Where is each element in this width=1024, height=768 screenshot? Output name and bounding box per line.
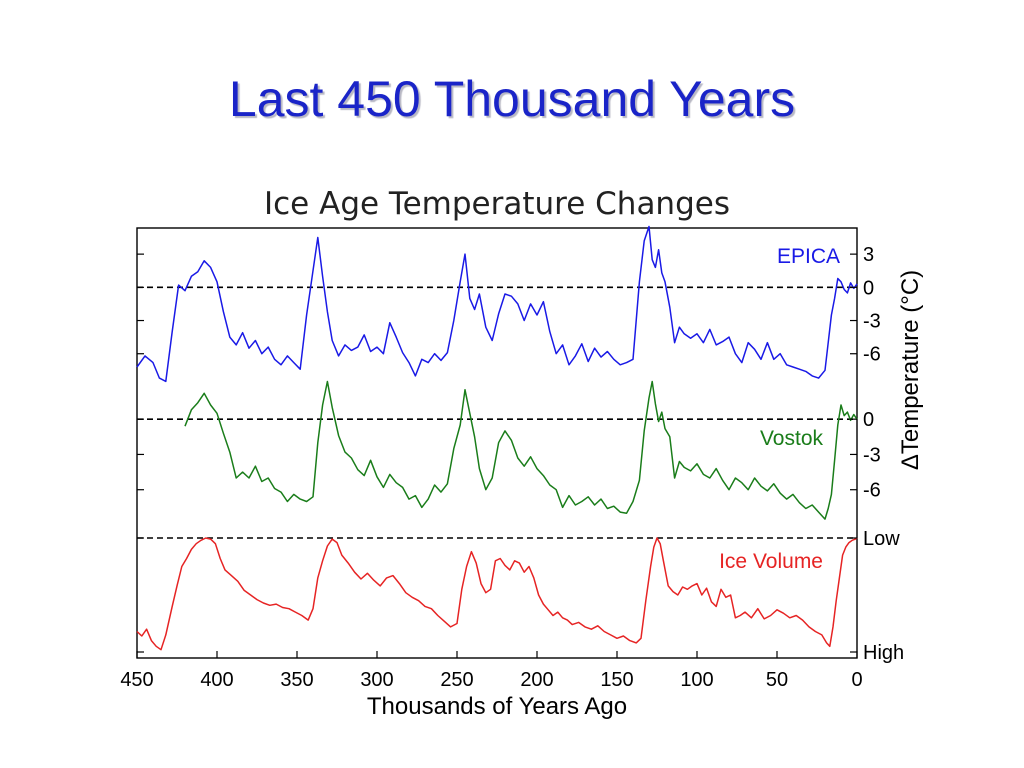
epica-series-label: EPICA [777, 245, 840, 268]
x-tick-label: 450 [120, 669, 153, 691]
x-axis-title: Thousands of Years Ago [367, 693, 627, 720]
epica-tick-label: 0 [863, 277, 874, 299]
x-tick-label: 100 [680, 669, 713, 691]
slide-title: Last 450 Thousand Years [228, 71, 796, 127]
ice-volume-tick-label: Low [863, 528, 900, 550]
vostok-tick-label: -6 [863, 480, 881, 502]
vostok-tick-label: -3 [863, 444, 881, 466]
x-tick-label: 300 [360, 669, 393, 691]
x-tick-label: 150 [600, 669, 633, 691]
x-tick-label: 400 [200, 669, 233, 691]
ice-volume-series-line [136, 537, 858, 651]
x-tick-label: 0 [851, 669, 862, 691]
chart-title: Ice Age Temperature Changes [264, 186, 730, 222]
ice-volume-series-label: Ice Volume [719, 550, 823, 573]
vostok-series-label: Vostok [760, 427, 824, 450]
y-axis-title: ΔTemperature (°C) [897, 270, 924, 470]
vostok-tick-label: 0 [863, 409, 874, 431]
epica-tick-label: -6 [863, 344, 881, 366]
epica-tick-label: 3 [863, 244, 874, 266]
x-tick-label: 200 [520, 669, 553, 691]
ice-volume-tick-label: High [863, 642, 904, 664]
x-tick-label: 50 [766, 669, 788, 691]
x-tick-label: 350 [280, 669, 313, 691]
plot-layer: EPICA Vostok Ice Volume [136, 225, 858, 651]
epica-tick-label: -3 [863, 311, 881, 333]
axis-layer: 3 0 -3 -6 0 -3 -6 Low High 450 400 350 300 250 200 150 1… [120, 244, 904, 691]
plot-frame [136, 227, 858, 659]
epica-series-line [136, 225, 858, 383]
vostok-series-line [184, 380, 858, 520]
x-tick-label: 250 [440, 669, 473, 691]
